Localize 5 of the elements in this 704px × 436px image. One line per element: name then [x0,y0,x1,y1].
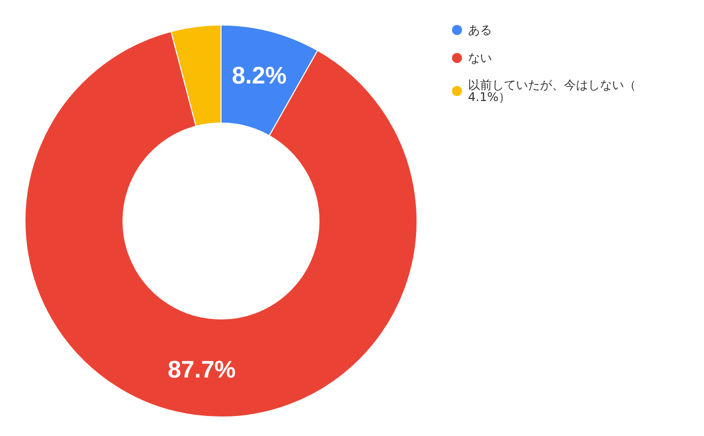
data-label: 8.2% [232,62,287,90]
legend-label: 以前していたが、今はしない（4.1%） [468,78,636,104]
legend-label: ある [468,23,492,37]
legend-label: ない [468,51,492,65]
data-label: 87.7% [168,356,236,384]
